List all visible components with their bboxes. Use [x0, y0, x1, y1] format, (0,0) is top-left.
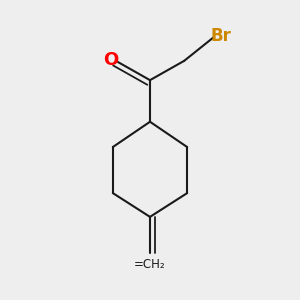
Text: =CH₂: =CH₂ [134, 258, 166, 271]
Text: Br: Br [210, 27, 231, 45]
Text: O: O [103, 51, 118, 69]
